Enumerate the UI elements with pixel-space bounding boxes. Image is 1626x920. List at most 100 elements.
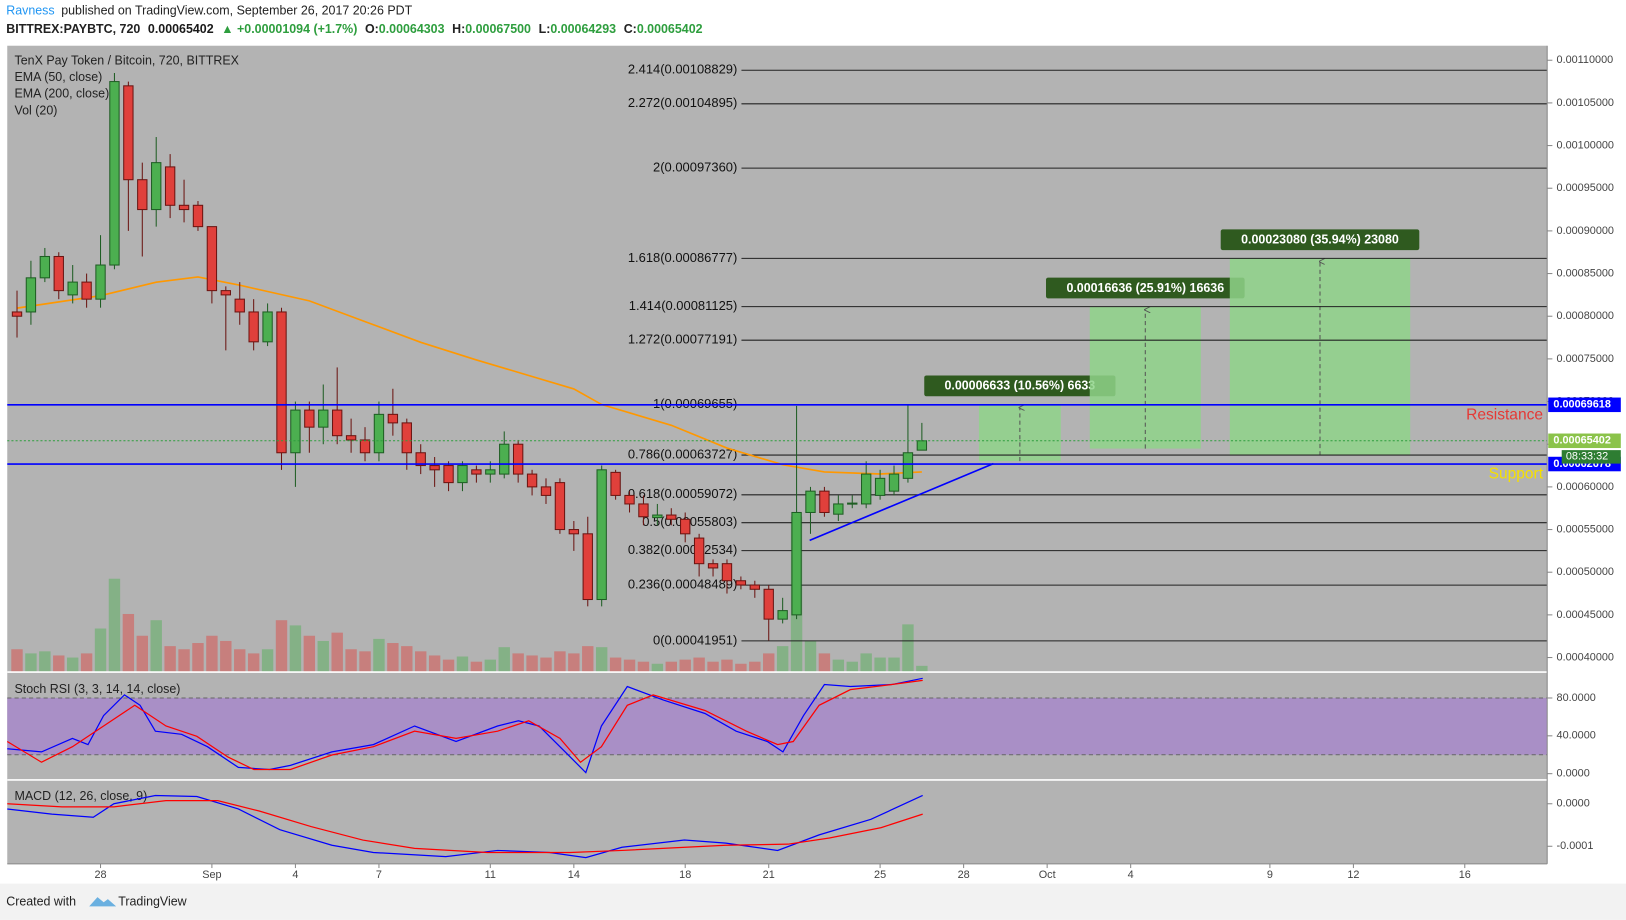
volume-bar <box>289 625 302 673</box>
candle-body <box>805 490 816 514</box>
legend-item: EMA (200, close) <box>15 87 110 101</box>
volume-bar <box>317 640 329 673</box>
candle-body <box>178 204 190 211</box>
candle-body <box>847 502 858 505</box>
volume-bar <box>776 646 789 673</box>
volume-bar <box>860 653 872 673</box>
ohlc-label: O: <box>365 22 379 36</box>
target-box <box>1089 306 1201 449</box>
candle-body <box>874 477 886 496</box>
header-line: Ravness published on TradingView.com, Se… <box>6 4 412 18</box>
x-tick-label: Oct <box>1039 869 1056 881</box>
candle-body <box>485 469 496 475</box>
volume-bar <box>192 643 204 673</box>
target-label: 0.00023080 (35.94%) 23080 <box>1241 233 1399 247</box>
candle-body <box>164 166 176 206</box>
target-label-box <box>1046 277 1245 299</box>
fib-label: 1.272(0.00077191) <box>628 332 737 347</box>
y-tick-label: 40.0000 <box>1557 730 1596 742</box>
candle-body <box>666 514 677 520</box>
y-tick-label: 0.00055000 <box>1557 523 1614 535</box>
volume-bar <box>707 661 719 673</box>
volume-bar <box>470 661 483 673</box>
volume-bar <box>554 651 566 673</box>
pane-title: MACD (12, 26, close, 9) <box>15 789 148 803</box>
trendline <box>809 462 994 542</box>
volume-bar <box>178 649 190 673</box>
x-tick-label: 16 <box>1459 869 1471 881</box>
y-tick-label: 0.00105000 <box>1557 97 1614 109</box>
y-tick-label: 0.00085000 <box>1557 267 1614 279</box>
candle-body <box>735 580 747 586</box>
volume-bar <box>874 657 886 673</box>
candle-body <box>652 514 663 519</box>
candle-body <box>95 264 106 300</box>
legend-item: EMA (50, close) <box>15 70 103 84</box>
change: ▲ +0.00001094 (+1.7%) <box>221 22 357 36</box>
candle-body <box>248 311 259 343</box>
volume-bar <box>53 655 65 673</box>
chart-title: TenX Pay Token / Bitcoin, 720, BITTREX <box>15 54 240 68</box>
candle-body <box>707 563 719 569</box>
candle-body <box>359 439 371 454</box>
candle-body <box>401 422 412 454</box>
volume-bar <box>136 635 148 673</box>
volume-bar <box>804 640 817 673</box>
candle-body <box>888 473 900 492</box>
volume-bar <box>206 635 218 673</box>
candle-body <box>749 584 760 590</box>
volume-bar <box>846 661 858 673</box>
volume-bar <box>442 659 455 673</box>
logo <box>89 897 117 907</box>
volume-bar <box>247 653 260 673</box>
candle-body <box>526 473 538 488</box>
candle-body <box>457 465 468 484</box>
brand[interactable]: TradingView <box>118 895 187 909</box>
volume-bar <box>331 632 343 673</box>
candle-body <box>25 277 37 313</box>
volume-bar <box>11 649 23 673</box>
y-tick-label: 0.00110000 <box>1557 54 1614 66</box>
y-tick-label: 0.00090000 <box>1557 225 1614 237</box>
candle-body <box>345 435 357 441</box>
volume-bar <box>902 624 914 673</box>
fib-label: 2.414(0.00108829) <box>628 62 737 77</box>
x-tick-label: 25 <box>874 869 886 881</box>
y-tick-label: 0.00040000 <box>1557 651 1614 663</box>
volume-bar <box>665 661 677 673</box>
volume-bar <box>94 628 107 673</box>
target-label-box <box>1220 229 1420 251</box>
volume-bar <box>303 635 316 673</box>
volume-bar <box>108 578 121 673</box>
candle-body <box>443 465 454 484</box>
candle-body <box>540 486 552 496</box>
candle-body <box>638 503 649 518</box>
y-tick-label: 0.00095000 <box>1557 182 1614 194</box>
candle-body <box>206 226 218 292</box>
x-tick-label: 21 <box>763 869 775 881</box>
footer-bar <box>0 883 1626 920</box>
candle-body <box>429 465 440 471</box>
fib-label: 0.236(0.00048489) <box>628 577 737 592</box>
volume-bar <box>623 659 636 673</box>
target-label: 0.00016636 (25.91%) 16636 <box>1066 281 1224 295</box>
volume-bar <box>721 659 733 673</box>
ohlc-value: 0.00064303 <box>379 22 445 36</box>
price-box <box>1548 433 1621 449</box>
x-tick-label: 14 <box>568 869 580 881</box>
volume-bar <box>832 659 845 673</box>
footer-text: Created with <box>6 895 76 909</box>
author[interactable]: Ravness <box>6 4 54 18</box>
ohlc-value: 0.00065402 <box>637 22 703 36</box>
candle-body <box>680 518 691 535</box>
volume-bar <box>387 643 399 673</box>
fib-label: 1(0.00069655) <box>653 396 737 411</box>
volume-bar <box>582 646 594 673</box>
candle-body <box>610 471 621 496</box>
candle-body <box>721 563 733 582</box>
candle-body <box>109 81 120 266</box>
y-tick-label: 0.00050000 <box>1557 566 1614 578</box>
fib-label: 1.618(0.00086777) <box>628 250 737 265</box>
countdown: 08:33:32 <box>1566 451 1608 463</box>
ohlc-label: L: <box>539 22 551 36</box>
